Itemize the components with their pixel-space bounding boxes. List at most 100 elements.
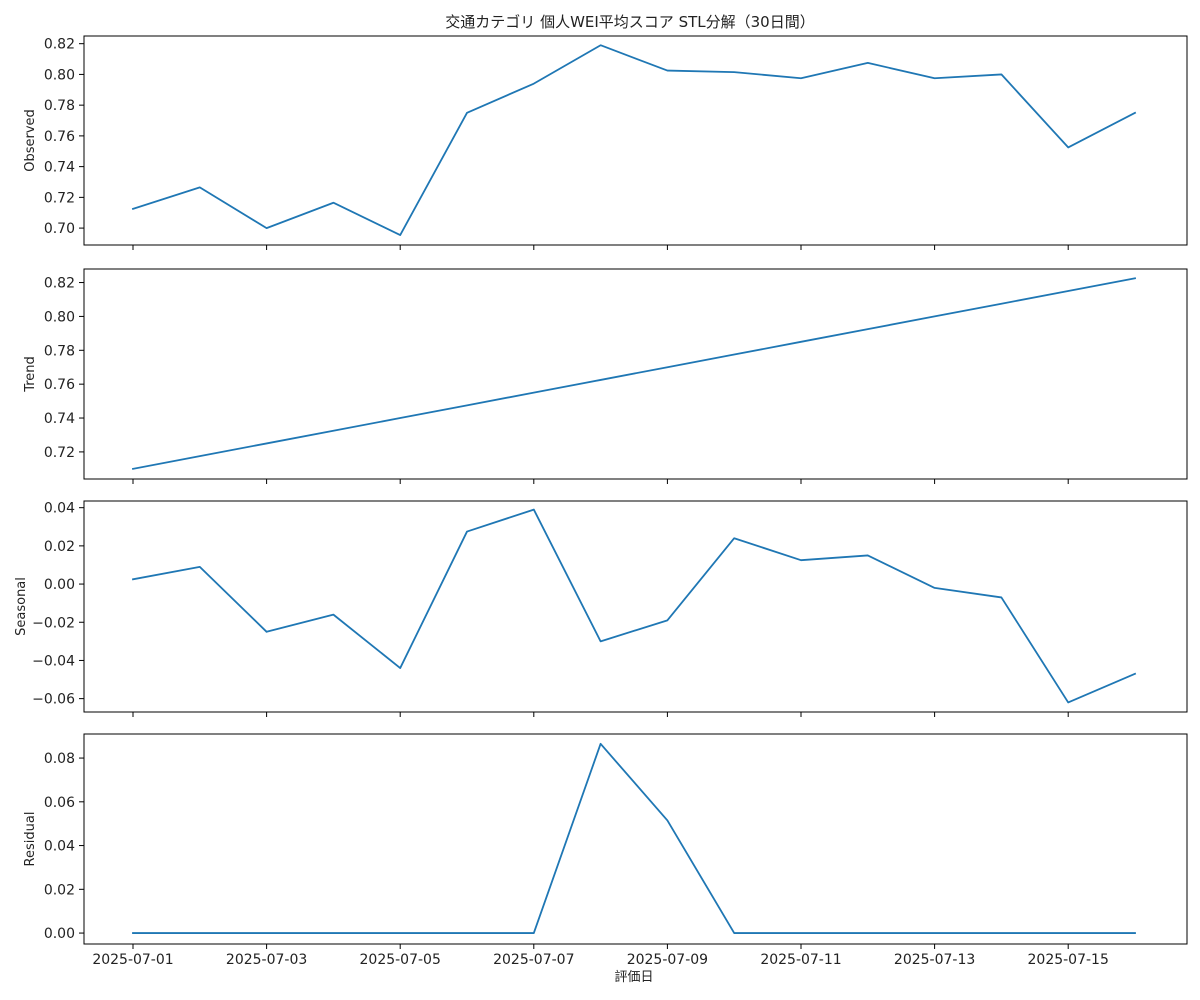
data-point-trend xyxy=(398,416,402,420)
y-tick-label-trend: 0.78 xyxy=(44,343,75,359)
x-axis-label: 評価日 xyxy=(614,970,653,985)
data-point-observed xyxy=(198,185,202,189)
data-point-trend xyxy=(799,340,803,344)
data-point-observed xyxy=(999,72,1003,76)
data-point-residual xyxy=(799,931,803,935)
y-tick-label-seasonal: 0.00 xyxy=(44,577,75,593)
data-point-residual xyxy=(398,931,402,935)
data-point-seasonal xyxy=(532,508,536,512)
data-point-seasonal xyxy=(331,613,335,617)
axes-frame-trend xyxy=(83,268,1188,480)
chart-title: 交通カテゴリ 個人WEI平均スコア STL分解（30日間） xyxy=(445,13,814,31)
data-point-observed xyxy=(465,111,469,115)
y-tick-label-trend: 0.80 xyxy=(44,309,75,325)
data-point-seasonal xyxy=(732,536,736,540)
data-point-seasonal xyxy=(198,565,202,569)
data-point-trend xyxy=(265,441,269,445)
data-point-seasonal xyxy=(599,639,603,643)
data-point-observed xyxy=(933,76,937,80)
data-point-seasonal xyxy=(465,530,469,534)
series-line-observed xyxy=(131,44,1137,236)
data-point-observed xyxy=(866,61,870,65)
data-point-trend xyxy=(131,467,135,471)
y-tick-label-trend: 0.72 xyxy=(44,445,75,461)
data-point-observed xyxy=(732,70,736,74)
y-axis-label-trend: Trend xyxy=(23,356,38,393)
x-tick-label: 2025-07-15 xyxy=(1028,952,1109,968)
y-tick-label-residual: 0.08 xyxy=(44,751,75,767)
y-tick-label-seasonal: 0.04 xyxy=(44,501,75,517)
y-tick-label-seasonal: 0.02 xyxy=(44,539,75,555)
data-point-trend xyxy=(198,454,202,458)
axes-frame-residual xyxy=(83,733,1188,945)
y-tick-label-seasonal: −0.02 xyxy=(32,615,75,631)
data-point-seasonal xyxy=(665,618,669,622)
y-tick-label-observed: 0.72 xyxy=(44,190,75,206)
x-tick-label: 2025-07-11 xyxy=(760,952,841,968)
data-point-residual xyxy=(198,931,202,935)
data-point-residual xyxy=(1133,931,1137,935)
y-tick-label-residual: 0.04 xyxy=(44,839,75,855)
data-point-residual xyxy=(465,931,469,935)
y-tick-label-trend: 0.74 xyxy=(44,411,75,427)
data-point-trend xyxy=(665,365,669,369)
data-point-seasonal xyxy=(933,586,937,590)
data-point-residual xyxy=(665,818,669,822)
data-point-residual xyxy=(1066,931,1070,935)
data-point-seasonal xyxy=(1133,672,1137,676)
y-tick-label-observed: 0.74 xyxy=(44,160,75,176)
y-tick-label-observed: 0.70 xyxy=(44,221,75,237)
data-point-trend xyxy=(933,314,937,318)
y-tick-label-observed: 0.82 xyxy=(44,37,75,53)
y-tick-label-trend: 0.82 xyxy=(44,276,75,292)
data-point-trend xyxy=(1066,289,1070,293)
series-line-trend xyxy=(131,277,1137,470)
data-point-observed xyxy=(599,43,603,47)
axes-frame-seasonal xyxy=(83,500,1188,713)
data-point-observed xyxy=(1066,145,1070,149)
data-point-trend xyxy=(599,378,603,382)
data-point-residual xyxy=(265,931,269,935)
data-point-residual xyxy=(532,931,536,935)
data-point-observed xyxy=(131,207,135,211)
data-point-observed xyxy=(532,82,536,86)
y-tick-label-seasonal: −0.06 xyxy=(32,692,75,708)
data-point-seasonal xyxy=(265,630,269,634)
data-point-trend xyxy=(866,327,870,331)
x-tick-label: 2025-07-07 xyxy=(493,952,574,968)
x-tick-label: 2025-07-03 xyxy=(226,952,307,968)
data-point-observed xyxy=(331,201,335,205)
x-tick-label: 2025-07-09 xyxy=(627,952,708,968)
y-tick-label-observed: 0.78 xyxy=(44,98,75,114)
y-axis-label-seasonal: Seasonal xyxy=(14,577,29,636)
data-point-trend xyxy=(331,429,335,433)
data-point-residual xyxy=(866,931,870,935)
data-point-observed xyxy=(799,76,803,80)
data-point-seasonal xyxy=(131,577,135,581)
data-point-seasonal xyxy=(999,595,1003,599)
axes-frame-observed xyxy=(83,35,1188,246)
y-axis-label-observed: Observed xyxy=(23,109,38,172)
data-point-trend xyxy=(999,302,1003,306)
data-point-trend xyxy=(1133,276,1137,280)
data-point-residual xyxy=(131,931,135,935)
x-tick-label: 2025-07-13 xyxy=(894,952,975,968)
x-tick-label: 2025-07-01 xyxy=(92,952,173,968)
data-point-trend xyxy=(465,403,469,407)
y-tick-label-residual: 0.02 xyxy=(44,882,75,898)
y-tick-label-residual: 0.00 xyxy=(44,926,75,942)
y-tick-label-seasonal: −0.04 xyxy=(32,653,75,669)
data-point-observed xyxy=(265,226,269,230)
x-tick-label: 2025-07-05 xyxy=(360,952,441,968)
data-point-observed xyxy=(398,233,402,237)
y-tick-label-observed: 0.80 xyxy=(44,67,75,83)
series-line-seasonal xyxy=(131,508,1137,704)
y-tick-label-trend: 0.76 xyxy=(44,377,75,393)
data-point-seasonal xyxy=(799,558,803,562)
y-tick-label-observed: 0.76 xyxy=(44,129,75,145)
data-point-residual xyxy=(331,931,335,935)
data-point-seasonal xyxy=(866,553,870,557)
data-point-residual xyxy=(933,931,937,935)
